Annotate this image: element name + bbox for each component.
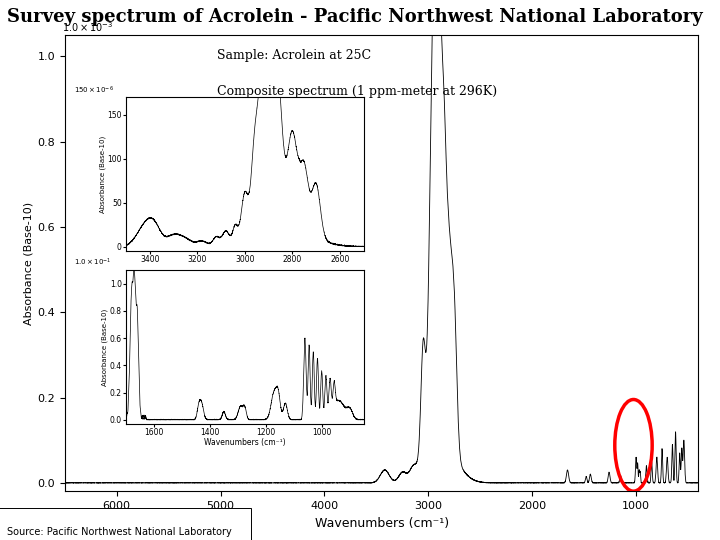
Text: $1.0\times10^{-3}$: $1.0\times10^{-3}$ (62, 20, 113, 33)
Text: $150\times10^{-6}$: $150\times10^{-6}$ (73, 84, 114, 96)
Y-axis label: Absorbance (Base-10): Absorbance (Base-10) (23, 201, 33, 325)
Text: Survey spectrum of Acrolein - Pacific Northwest National Laboratory: Survey spectrum of Acrolein - Pacific No… (7, 8, 703, 26)
Text: Sample: Acrolein at 25C: Sample: Acrolein at 25C (217, 49, 371, 62)
Text: Source: Pacific Northwest National Laboratory: Source: Pacific Northwest National Labor… (7, 527, 232, 537)
X-axis label: Wavenumbers (cm⁻¹): Wavenumbers (cm⁻¹) (204, 438, 286, 448)
Text: $1.0\times10^{-1}$: $1.0\times10^{-1}$ (73, 257, 111, 268)
X-axis label: Wavenumbers (cm⁻¹): Wavenumbers (cm⁻¹) (315, 517, 449, 530)
Y-axis label: Absorbance (Base-10): Absorbance (Base-10) (102, 308, 108, 386)
Y-axis label: Absorbance (Base-10): Absorbance (Base-10) (99, 136, 106, 213)
Text: Composite spectrum (1 ppm-meter at 296K): Composite spectrum (1 ppm-meter at 296K) (217, 85, 497, 98)
